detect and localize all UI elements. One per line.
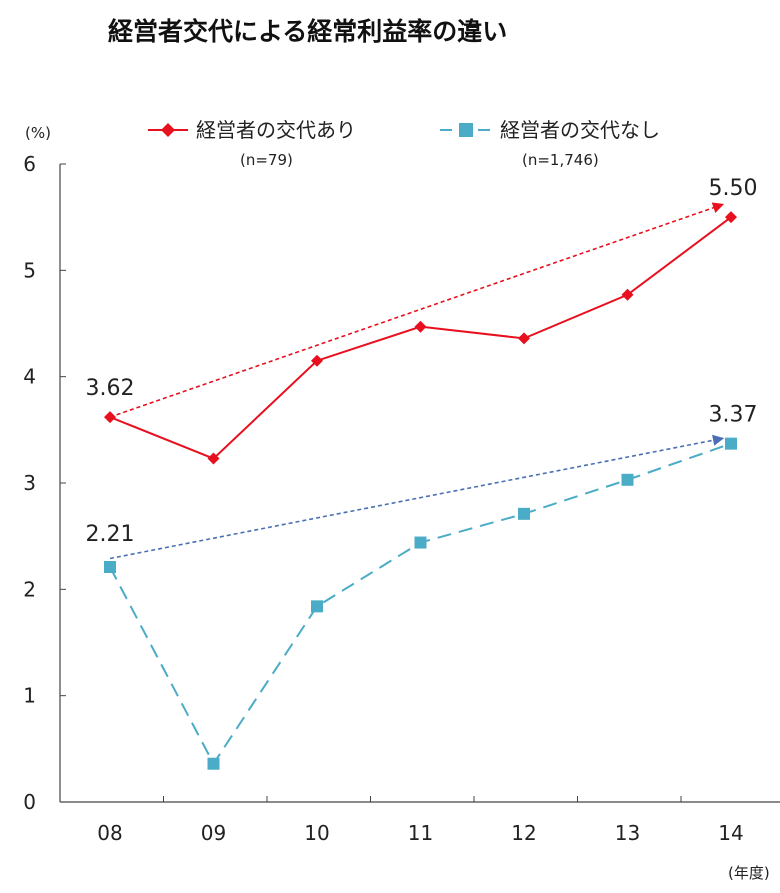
data-point-with-change [104, 411, 116, 424]
y-tick-label: 2 [23, 577, 36, 601]
series-line-with-change [109, 216, 732, 460]
data-label-end-without-change: 3.37 [709, 403, 758, 428]
series-line-without-change [109, 442, 732, 766]
x-unit-label: (年度) [728, 864, 770, 882]
y-tick-label: 6 [23, 152, 36, 176]
legend-n-with-change: (n=79) [240, 151, 293, 169]
y-tick-label: 0 [23, 790, 36, 814]
series-group [104, 211, 737, 770]
legend-diamond-marker [161, 123, 175, 137]
legend-item-with-change: 経営者の交代あり (n=79) [148, 118, 356, 169]
data-label-start-with-change: 3.62 [86, 376, 135, 401]
y-tick-label: 5 [23, 258, 36, 282]
trend-arrow-with-change [109, 202, 725, 418]
legend-n-without-change: (n=1,746) [522, 151, 599, 169]
x-tick-label: 12 [511, 821, 536, 845]
y-tick-label: 4 [23, 365, 36, 389]
y-tick-label: 3 [23, 471, 36, 495]
data-point-without-change [518, 507, 530, 520]
y-tick-label: 1 [23, 684, 36, 708]
x-tick-label: 09 [201, 821, 226, 845]
legend-label-with-change: 経営者の交代あり [196, 118, 356, 142]
data-label-start-without-change: 2.21 [86, 522, 135, 547]
y-unit-label: (%) [25, 124, 51, 142]
data-point-with-change [725, 211, 737, 224]
data-point-without-change [311, 600, 323, 613]
trend-arrows [109, 202, 725, 560]
legend-label-without-change: 経営者の交代なし [500, 118, 660, 142]
data-point-with-change [207, 452, 220, 465]
data-point-without-change [104, 561, 116, 574]
data-label-end-with-change: 5.50 [709, 176, 758, 201]
legend-item-without-change: 経営者の交代なし (n=1,746) [440, 118, 660, 169]
x-tick-label: 13 [615, 821, 640, 845]
x-tick-label: 10 [304, 821, 329, 845]
data-labels: 3.62 5.50 2.21 3.37 [86, 176, 758, 547]
legend: 経営者の交代あり (n=79) 経営者の交代なし (n=1,746) [148, 118, 660, 169]
data-point-without-change [621, 473, 634, 486]
x-tick-label: 11 [408, 821, 433, 845]
data-point-without-change [725, 437, 737, 450]
chart-title: 経営者交代による経常利益率の違い [108, 17, 507, 46]
legend-square-marker [459, 123, 473, 137]
data-point-with-change [518, 332, 530, 345]
data-point-without-change [207, 757, 220, 770]
x-tick-label: 14 [718, 821, 743, 845]
trend-arrow-without-change [109, 434, 725, 560]
data-point-with-change [414, 320, 427, 333]
x-tick-label: 08 [97, 821, 122, 845]
data-point-with-change [311, 354, 323, 367]
data-point-with-change [621, 288, 634, 301]
data-point-without-change [414, 536, 427, 549]
